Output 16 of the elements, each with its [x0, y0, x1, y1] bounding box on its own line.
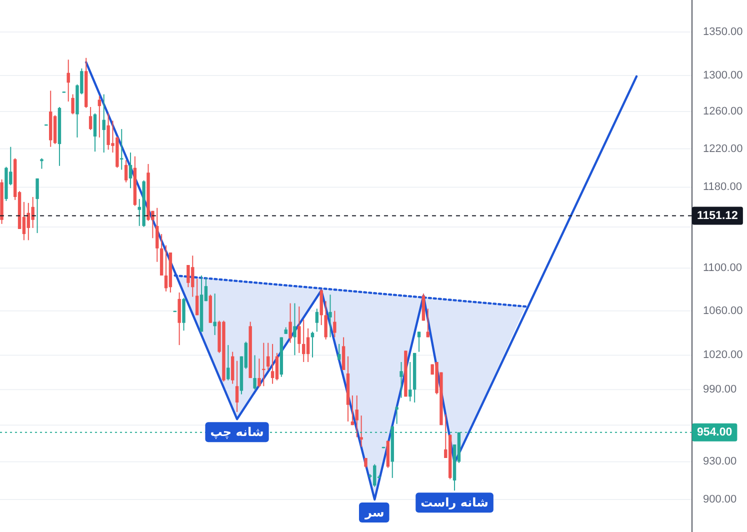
y-tick-label: 1100.00: [703, 262, 742, 274]
y-tick-label: 1020.00: [703, 349, 743, 362]
ref-line-label: 954.00: [697, 426, 732, 438]
ref-line-label: 1151.12: [697, 210, 738, 222]
y-tick-label: 930.00: [703, 456, 737, 468]
y-tick-label: 1300.00: [703, 70, 743, 82]
y-tick-label: 1180.00: [703, 181, 742, 194]
annotation: شانه چپ: [210, 425, 264, 440]
y-tick-label: 1350.00: [703, 26, 743, 38]
annotation: شانه راست: [420, 496, 488, 510]
y-tick-label: 900.00: [703, 494, 737, 506]
y-tick-label: 1260.00: [703, 106, 743, 118]
y-tick-label: 1060.00: [703, 304, 743, 317]
y-tick-label: 1220.00: [703, 142, 743, 155]
annotation: سر: [364, 506, 384, 520]
y-tick-label: 990.00: [703, 384, 737, 396]
